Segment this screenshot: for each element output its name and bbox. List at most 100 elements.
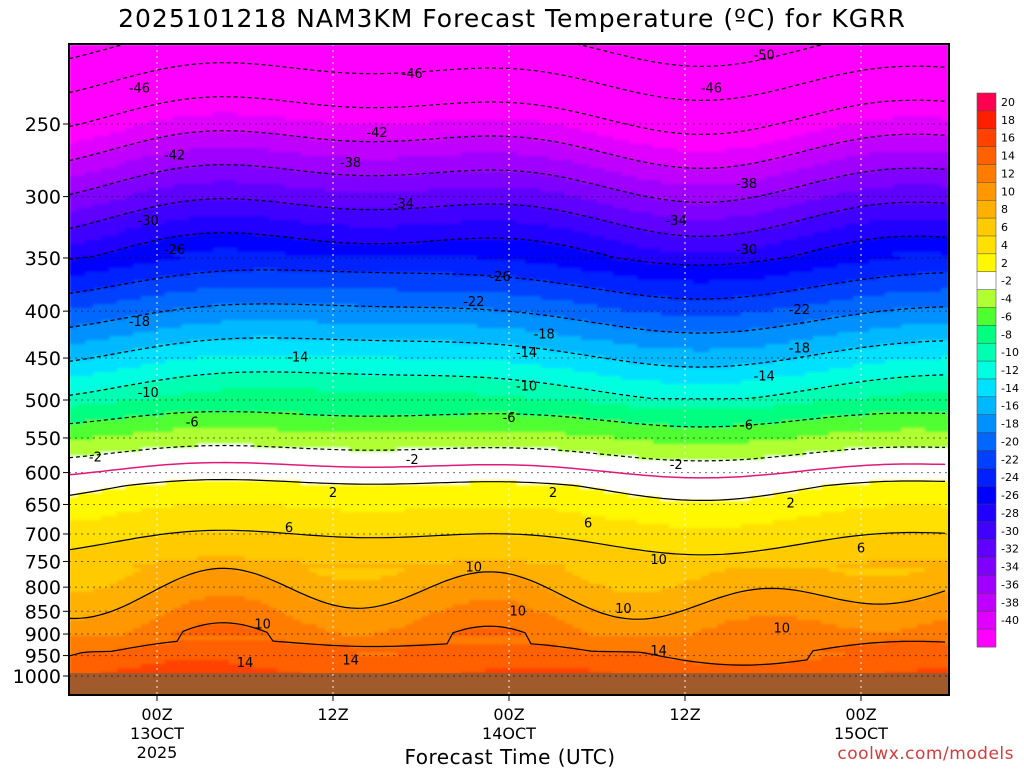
field-cell	[269, 348, 278, 353]
field-cell	[301, 612, 310, 617]
field-cell	[317, 116, 326, 121]
field-cell	[229, 312, 238, 317]
field-cell	[85, 448, 94, 453]
field-cell	[245, 400, 254, 405]
field-cell	[181, 596, 190, 601]
field-cell	[181, 584, 190, 589]
field-cell	[109, 516, 118, 521]
field-cell	[173, 116, 182, 121]
field-cell	[133, 280, 142, 285]
field-cell	[101, 64, 110, 69]
field-cell	[109, 628, 118, 633]
field-cell	[173, 596, 182, 601]
field-cell	[173, 52, 182, 57]
field-cell	[85, 484, 94, 489]
field-cell	[149, 200, 158, 205]
field-cell	[229, 176, 238, 181]
field-cell	[69, 328, 78, 333]
field-cell	[149, 284, 158, 289]
field-cell	[141, 460, 150, 465]
field-cell	[293, 172, 302, 177]
field-cell	[181, 652, 190, 657]
field-cell	[277, 44, 286, 49]
field-cell	[165, 488, 174, 493]
field-cell	[93, 656, 102, 661]
field-cell	[285, 96, 294, 101]
field-cell	[149, 568, 158, 573]
field-cell	[125, 268, 134, 273]
field-cell	[189, 576, 198, 581]
field-cell	[93, 620, 102, 625]
field-cell	[85, 400, 94, 405]
field-cell	[213, 204, 222, 209]
field-cell	[285, 92, 294, 97]
field-cell	[293, 316, 302, 321]
field-cell	[253, 120, 262, 125]
field-cell	[165, 208, 174, 213]
field-cell	[181, 152, 190, 157]
field-cell	[77, 328, 86, 333]
field-cell	[93, 320, 102, 325]
field-cell	[109, 592, 118, 597]
field-cell	[189, 316, 198, 321]
field-cell	[197, 156, 206, 161]
field-cell	[85, 524, 94, 529]
field-cell	[157, 248, 166, 253]
field-cell	[69, 560, 78, 565]
field-cell	[181, 356, 190, 361]
field-cell	[237, 108, 246, 113]
field-cell	[157, 588, 166, 593]
field-cell	[133, 68, 142, 73]
field-cell	[165, 476, 174, 481]
field-cell	[181, 112, 190, 117]
field-cell	[293, 452, 302, 457]
field-cell	[149, 636, 158, 641]
field-cell	[197, 584, 206, 589]
field-cell	[109, 584, 118, 589]
field-cell	[165, 324, 174, 329]
field-cell	[157, 396, 166, 401]
field-cell	[189, 532, 198, 537]
field-cell	[157, 292, 166, 297]
field-cell	[301, 416, 310, 421]
field-cell	[117, 124, 126, 129]
field-cell	[157, 92, 166, 97]
field-cell	[165, 372, 174, 377]
field-cell	[245, 124, 254, 129]
field-cell	[205, 656, 214, 661]
field-cell	[197, 68, 206, 73]
field-cell	[157, 388, 166, 393]
field-cell	[317, 128, 326, 133]
field-cell	[221, 108, 230, 113]
field-cell	[133, 528, 142, 533]
field-cell	[317, 80, 326, 85]
field-cell	[213, 500, 222, 505]
field-cell	[149, 164, 158, 169]
field-cell	[157, 64, 166, 69]
field-cell	[253, 92, 262, 97]
field-cell	[85, 88, 94, 93]
field-cell	[317, 336, 326, 341]
field-cell	[165, 340, 174, 345]
field-cell	[301, 216, 310, 221]
field-cell	[77, 336, 86, 341]
field-cell	[117, 668, 126, 673]
field-cell	[301, 132, 310, 137]
field-cell	[101, 340, 110, 345]
field-cell	[269, 320, 278, 325]
field-cell	[245, 440, 254, 445]
field-cell	[165, 628, 174, 633]
field-cell	[309, 396, 318, 401]
field-cell	[277, 660, 286, 665]
field-cell	[157, 448, 166, 453]
field-cell	[141, 100, 150, 105]
field-cell	[141, 440, 150, 445]
field-cell	[165, 236, 174, 241]
field-cell	[189, 328, 198, 333]
field-cell	[109, 100, 118, 105]
field-cell	[149, 64, 158, 69]
field-cell	[85, 540, 94, 545]
field-cell	[221, 448, 230, 453]
field-cell	[133, 376, 142, 381]
field-cell	[109, 168, 118, 173]
